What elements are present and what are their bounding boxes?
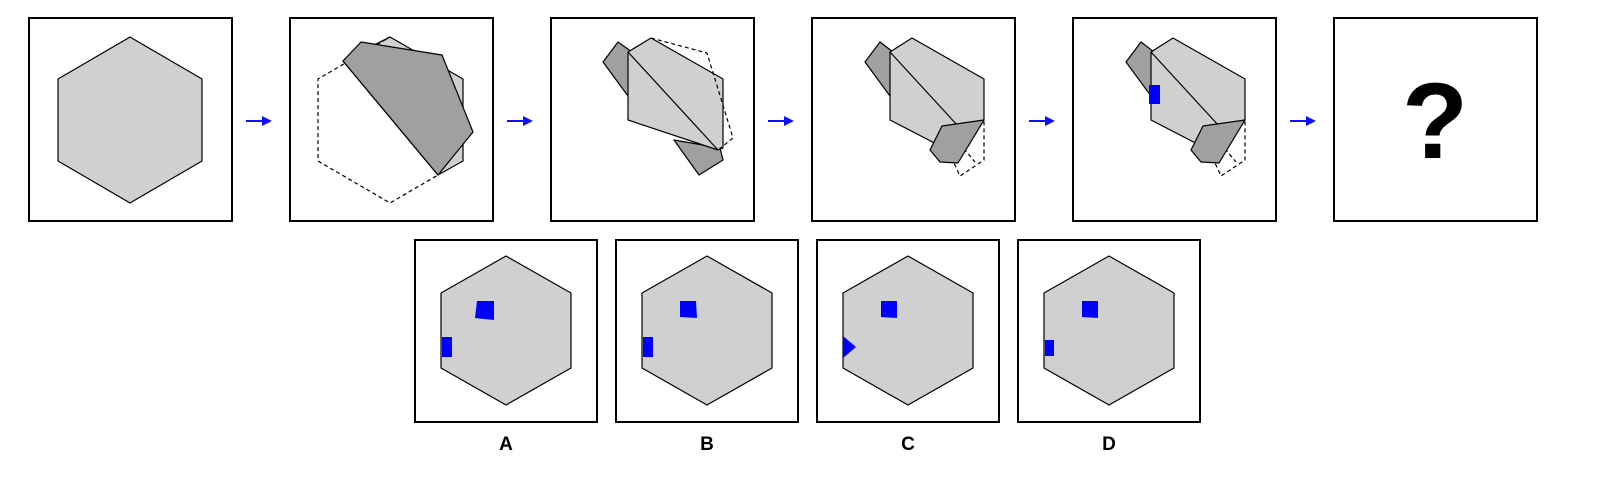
option-b-label: B [700,434,714,455]
option-d[interactable]: D [1017,239,1201,455]
fold-outline-dashed [650,37,734,151]
corner-flap [929,119,985,164]
option-b-hole-1 [680,301,697,318]
option-a[interactable]: A [414,239,598,455]
fold-crease [889,51,959,127]
question-mark: ? [1402,60,1468,181]
option-c-label: C [901,434,915,455]
option-c-hole-1 [881,301,897,318]
corner-flap [1190,119,1246,164]
fold-crease [1150,51,1220,127]
option-c-hole-2 [843,336,856,358]
option-b[interactable]: B [615,239,799,455]
step-5-panel [1072,17,1277,222]
answer-panel: ? [1333,17,1538,222]
step-1-panel [28,17,233,222]
step-4-panel [811,17,1016,222]
option-d-hole-2 [1045,340,1054,356]
option-a-hole-2 [442,337,452,357]
arrow-1 [246,116,272,126]
answer-frame [1333,17,1538,222]
arrow-4 [1029,116,1055,126]
option-d-hole-1 [1082,301,1098,318]
punched-hole [1149,85,1160,104]
option-d-hexagon [1043,255,1175,406]
option-b-hexagon [641,255,773,406]
arrow-5 [1290,116,1316,126]
step-2-panel [289,17,494,222]
option-b-hole-2 [643,337,653,357]
hexagon-paper [57,36,203,204]
option-c[interactable]: C [816,239,1000,455]
option-c-hexagon [842,255,974,406]
option-d-label: D [1102,434,1116,455]
arrow-2 [507,116,533,126]
option-a-hexagon [440,255,572,406]
fold-crease [627,51,719,151]
step-3-panel [550,17,755,222]
arrow-3 [768,116,794,126]
folded-flap [342,41,474,176]
option-a-hole-1 [475,301,494,320]
option-a-label: A [499,434,513,455]
